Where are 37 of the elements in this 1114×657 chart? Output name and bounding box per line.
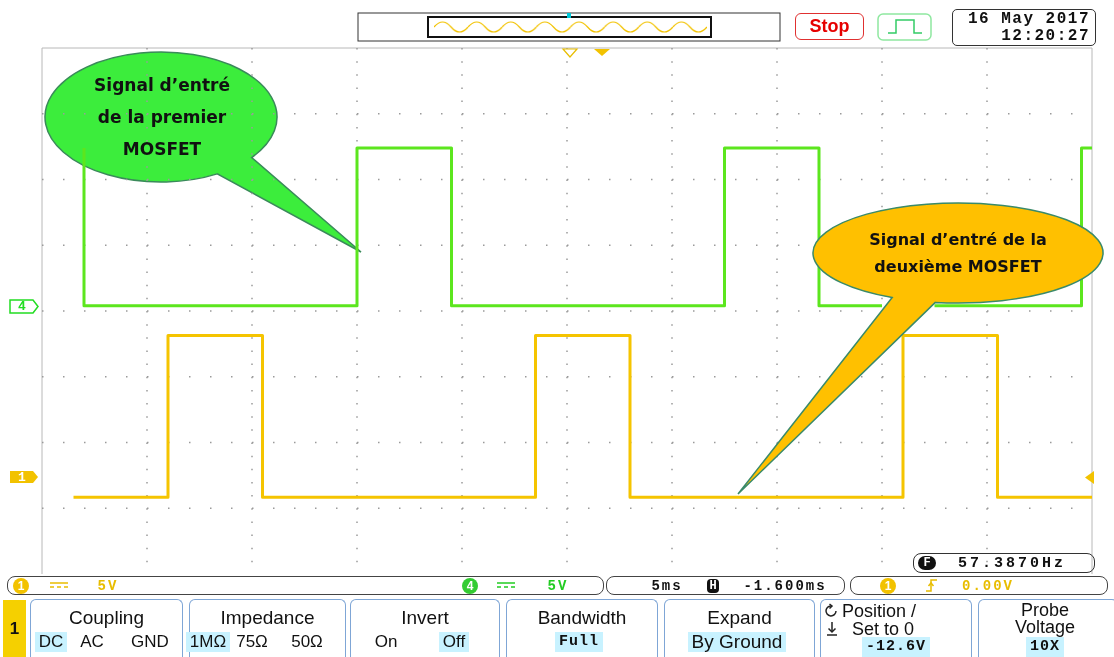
annotation: 57.3870Hz — [957, 554, 1066, 572]
text: 0.00V — [961, 578, 1014, 594]
text: GND — [131, 632, 169, 652]
text: On — [374, 632, 398, 652]
text: Invert — [401, 607, 449, 629]
annotation: F — [918, 556, 936, 570]
text: Impedance — [220, 607, 315, 629]
text: Bandwidth — [537, 607, 627, 629]
text: By Ground — [687, 631, 787, 652]
text: 16 May 2017 — [967, 10, 1090, 28]
text: 5ms — [651, 578, 683, 594]
text: 1MΩ — [185, 632, 231, 652]
text: 12:20:27 — [1001, 27, 1090, 45]
annotation: Signal d’entré de la premier MOSFET — [93, 74, 231, 161]
text: 1 — [18, 469, 26, 485]
text: AC — [80, 632, 104, 652]
text: -1.600ms — [743, 578, 827, 594]
annotation: Signal d’entré de la deuxième MOSFET — [868, 229, 1048, 278]
text: 4 — [18, 299, 26, 314]
text: 1 — [9, 618, 20, 639]
text: DC — [34, 632, 68, 652]
text: Expand — [707, 607, 772, 629]
text: 1 — [880, 578, 896, 594]
text: Probe Voltage — [1013, 600, 1077, 637]
text: Full — [554, 632, 603, 652]
text: 5V — [97, 578, 119, 594]
text: 4 — [462, 578, 478, 594]
text: Off — [438, 632, 470, 652]
text: 10X — [1025, 637, 1064, 657]
text: 75Ω — [236, 632, 268, 652]
text: H — [707, 579, 719, 593]
text: -12.6V — [861, 637, 930, 657]
text: Coupling — [69, 607, 144, 629]
text: 5V — [547, 578, 569, 594]
text: Stop — [809, 16, 850, 37]
text: 1 — [13, 578, 29, 594]
text: 50Ω — [291, 632, 323, 652]
